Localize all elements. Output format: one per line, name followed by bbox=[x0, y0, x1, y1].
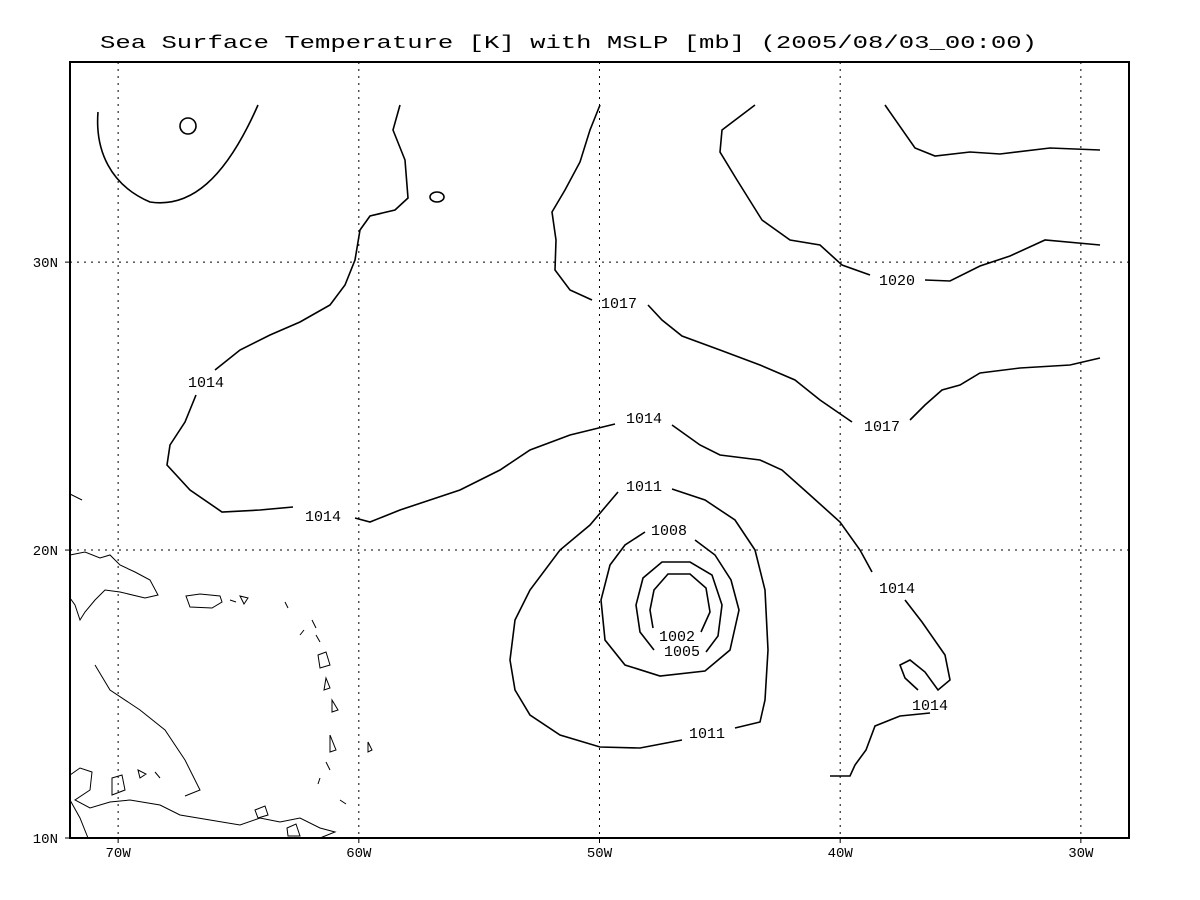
coastline bbox=[111, 774, 126, 796]
isobar bbox=[671, 488, 769, 729]
isobar bbox=[600, 531, 740, 677]
lon-tick-label: 50W bbox=[587, 846, 613, 862]
isobar bbox=[884, 104, 1101, 157]
isobar bbox=[96, 104, 259, 204]
contour-label: 1011 bbox=[626, 479, 662, 496]
contour-label: 1014 bbox=[912, 698, 948, 715]
contour-label: 1005 bbox=[664, 644, 700, 661]
isobar bbox=[671, 424, 873, 573]
contour-label: 1014 bbox=[188, 375, 224, 392]
coastline bbox=[69, 493, 83, 501]
isobar bbox=[179, 117, 197, 135]
lat-tick-label: 10N bbox=[33, 832, 58, 848]
lon-tick-label: 40W bbox=[828, 846, 854, 862]
isobar bbox=[429, 191, 445, 203]
contour-labels: 1020 1017 1017 1014 1014 1014 1014 1011 … bbox=[188, 273, 948, 743]
coastline bbox=[69, 551, 159, 622]
contour-label: 1014 bbox=[879, 581, 915, 598]
map-title: Sea Surface Temperature [K] with MSLP [m… bbox=[100, 34, 1037, 54]
lon-tick-label: 30W bbox=[1068, 846, 1094, 862]
contour-label: 1008 bbox=[651, 523, 687, 540]
isobar bbox=[924, 239, 1101, 282]
isobar bbox=[509, 491, 683, 749]
isobars bbox=[96, 104, 1101, 777]
contour-label: 1011 bbox=[689, 726, 725, 743]
isobar bbox=[635, 561, 723, 653]
lat-tick-label: 20N bbox=[33, 544, 58, 560]
coastline bbox=[69, 799, 89, 839]
contour-label: 1014 bbox=[626, 411, 662, 428]
lon-tick-label: 70W bbox=[106, 846, 132, 862]
coastline bbox=[286, 823, 301, 837]
isobar bbox=[647, 304, 853, 423]
isobar bbox=[909, 357, 1101, 421]
isobar bbox=[354, 423, 616, 523]
contour-label: 1002 bbox=[659, 629, 695, 646]
coastline bbox=[94, 664, 201, 797]
isobar bbox=[830, 712, 931, 777]
coastline bbox=[137, 595, 373, 819]
isobar bbox=[649, 573, 711, 633]
lat-tick-label: 30N bbox=[33, 256, 58, 272]
coastlines bbox=[69, 493, 373, 839]
isobar bbox=[898, 599, 951, 692]
contour-label: 1017 bbox=[864, 419, 900, 436]
isobar bbox=[719, 104, 871, 276]
isobar bbox=[551, 104, 601, 301]
isobar bbox=[214, 104, 409, 371]
grid bbox=[70, 62, 1129, 838]
contour-label: 1017 bbox=[601, 296, 637, 313]
coastline bbox=[185, 593, 223, 609]
contour-label: 1020 bbox=[879, 273, 915, 290]
lon-tick-label: 60W bbox=[346, 846, 372, 862]
isobar bbox=[166, 394, 294, 513]
contour-label: 1014 bbox=[305, 509, 341, 526]
coastline bbox=[69, 767, 337, 839]
